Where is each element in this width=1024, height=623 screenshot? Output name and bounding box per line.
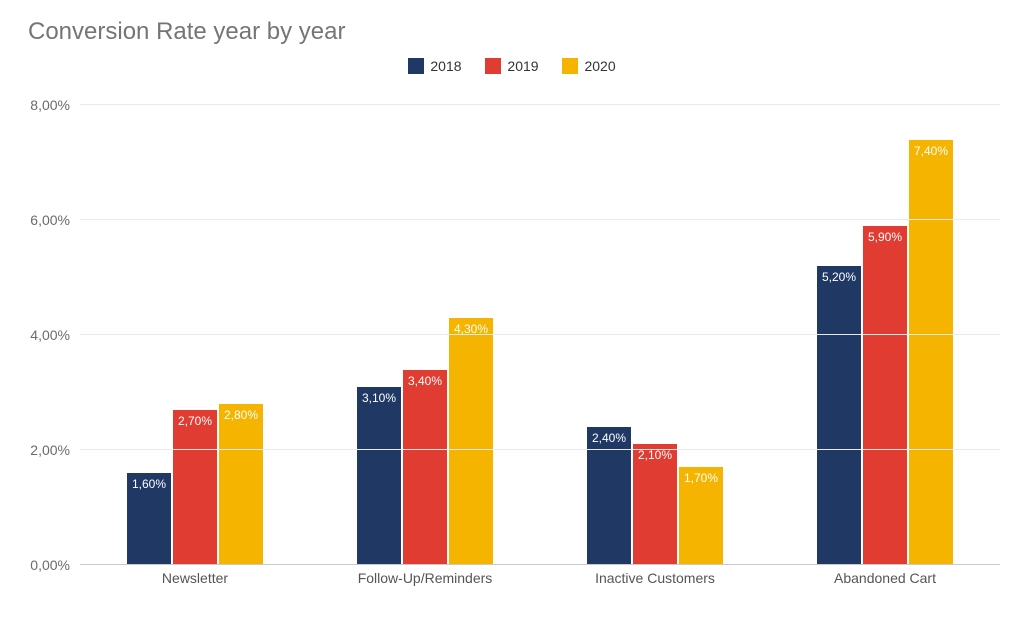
legend-swatch-2020 xyxy=(562,58,578,74)
bar-value-label: 2,40% xyxy=(592,431,626,445)
bar-value-label: 1,70% xyxy=(684,471,718,485)
bar-value-label: 5,20% xyxy=(822,270,856,284)
y-axis-label: 4,00% xyxy=(30,327,70,343)
bar-value-label: 7,40% xyxy=(914,144,948,158)
x-axis-label: Follow-Up/Reminders xyxy=(310,570,540,586)
bar-value-label: 1,60% xyxy=(132,477,166,491)
bar-value-label: 2,70% xyxy=(178,414,212,428)
bar-value-label: 2,10% xyxy=(638,448,672,462)
legend-label-2018: 2018 xyxy=(430,58,461,74)
x-axis-labels: NewsletterFollow-Up/RemindersInactive Cu… xyxy=(80,570,1000,586)
bar: 2,80% xyxy=(219,404,263,565)
bar-group: 1,60% 2,70% 2,80% xyxy=(80,105,310,565)
y-axis-label: 2,00% xyxy=(30,442,70,458)
legend-item-2019: 2019 xyxy=(485,58,538,74)
legend-item-2018: 2018 xyxy=(408,58,461,74)
bar-group: 5,20% 5,90% 7,40% xyxy=(770,105,1000,565)
bar: 2,10% xyxy=(633,444,677,565)
conversion-rate-chart: Conversion Rate year by year 2018 2019 2… xyxy=(0,0,1024,623)
plot-area: 1,60% 2,70% 2,80% 3,10% 3,40% 4,30% 2,40% 2,10%… xyxy=(80,105,1000,565)
bar: 2,70% xyxy=(173,410,217,565)
legend-label-2020: 2020 xyxy=(584,58,615,74)
bar: 1,60% xyxy=(127,473,171,565)
bar: 1,70% xyxy=(679,467,723,565)
bar: 3,10% xyxy=(357,387,401,565)
bar-group: 2,40% 2,10% 1,70% xyxy=(540,105,770,565)
bar-value-label: 3,10% xyxy=(362,391,396,405)
x-axis-label: Inactive Customers xyxy=(540,570,770,586)
y-axis-label: 6,00% xyxy=(30,212,70,228)
y-axis-label: 0,00% xyxy=(30,557,70,573)
grid-line xyxy=(80,449,1000,450)
x-axis-label: Newsletter xyxy=(80,570,310,586)
y-axis-label: 8,00% xyxy=(30,97,70,113)
bar: 5,90% xyxy=(863,226,907,565)
chart-title: Conversion Rate year by year xyxy=(28,18,345,46)
bar-group: 3,10% 3,40% 4,30% xyxy=(310,105,540,565)
legend-label-2019: 2019 xyxy=(507,58,538,74)
legend-item-2020: 2020 xyxy=(562,58,615,74)
x-axis-label: Abandoned Cart xyxy=(770,570,1000,586)
bar: 5,20% xyxy=(817,266,861,565)
chart-legend: 2018 2019 2020 xyxy=(0,58,1024,77)
grid-line xyxy=(80,219,1000,220)
bar-value-label: 3,40% xyxy=(408,374,442,388)
grid-line xyxy=(80,334,1000,335)
bar: 7,40% xyxy=(909,140,953,566)
bar: 4,30% xyxy=(449,318,493,565)
bar: 3,40% xyxy=(403,370,447,566)
legend-swatch-2018 xyxy=(408,58,424,74)
grid-line xyxy=(80,104,1000,105)
bar-value-label: 5,90% xyxy=(868,230,902,244)
baseline xyxy=(80,564,1000,565)
bar: 2,40% xyxy=(587,427,631,565)
legend-swatch-2019 xyxy=(485,58,501,74)
bar-value-label: 2,80% xyxy=(224,408,258,422)
bar-groups: 1,60% 2,70% 2,80% 3,10% 3,40% 4,30% 2,40% 2,10%… xyxy=(80,105,1000,565)
